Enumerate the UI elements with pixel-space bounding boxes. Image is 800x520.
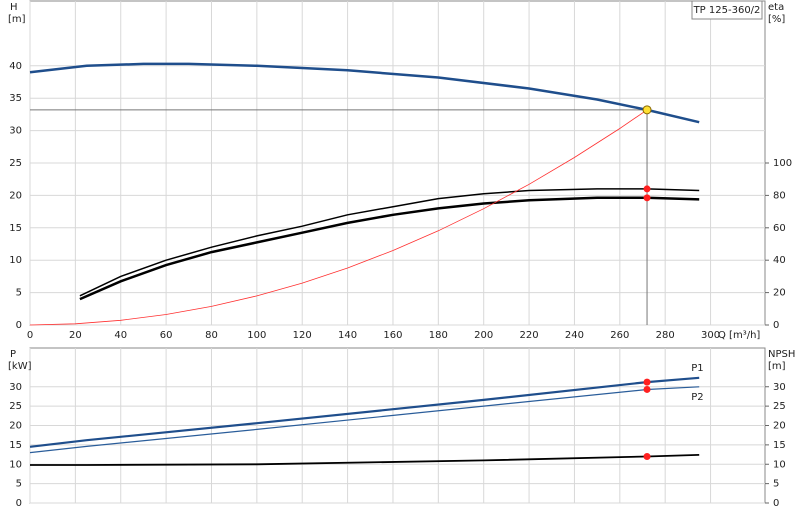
x-tick-label: 0 — [27, 330, 33, 341]
x-tick-label: 100 — [247, 330, 266, 341]
series-line — [29, 376, 700, 448]
y2-tick-label: 25 — [773, 401, 786, 412]
y-tick-label: 0 — [16, 320, 22, 331]
x-tick-label: 180 — [429, 330, 448, 341]
y2-tick-label: 100 — [773, 158, 792, 169]
x-tick-label: 200 — [474, 330, 493, 341]
y-tick-label: 20 — [9, 421, 22, 432]
x-tick-label: 40 — [114, 330, 127, 341]
y2-tick-label: 30 — [773, 382, 786, 393]
y-tick-label: 40 — [9, 61, 22, 72]
y-tick-label: 25 — [9, 158, 22, 169]
y-tick-label: 35 — [9, 93, 22, 104]
x-tick-label: 160 — [383, 330, 402, 341]
x-tick-label: 140 — [338, 330, 357, 341]
point — [643, 453, 651, 460]
y-tick-label: 10 — [9, 255, 22, 266]
y-tick-label: 30 — [9, 126, 22, 137]
y-tick-label: 15 — [9, 223, 22, 234]
series-line — [79, 196, 700, 301]
point — [643, 378, 651, 386]
x-tick-label: 260 — [610, 330, 629, 341]
x-tick-label: 300 — [701, 330, 720, 341]
point — [642, 105, 652, 115]
y-tick-label: 5 — [16, 288, 22, 299]
y-tick-label: 0 — [16, 498, 22, 509]
y-tick-label: 30 — [9, 382, 22, 393]
y-axis-unit: [kW] — [8, 361, 32, 372]
x-tick-label: 120 — [293, 330, 312, 341]
y-tick-label: 10 — [9, 459, 22, 470]
x-tick-label: 240 — [565, 330, 584, 341]
y2-tick-label: 20 — [773, 421, 786, 432]
y2-tick-label: 5 — [773, 479, 779, 490]
y-tick-label: 20 — [9, 190, 22, 201]
series-label: P1 — [691, 363, 703, 374]
y2-tick-label: 15 — [773, 440, 786, 451]
x-tick-label: 220 — [520, 330, 539, 341]
y-axis-unit: [m] — [8, 14, 26, 25]
series-line — [29, 62, 700, 124]
y-tick-label: 15 — [9, 440, 22, 451]
point — [643, 185, 651, 193]
chart-title: TP 125-360/2 — [693, 5, 761, 16]
point — [643, 385, 651, 393]
y2-axis-unit: [m] — [768, 361, 786, 372]
x-axis-label: Q [m³/h] — [718, 330, 760, 341]
y2-axis-label: eta — [768, 2, 784, 13]
y2-tick-label: 40 — [773, 255, 786, 266]
series-line — [79, 188, 700, 297]
y-tick-label: 25 — [9, 401, 22, 412]
title-box — [691, 0, 763, 20]
y2-tick-label: 0 — [773, 320, 779, 331]
y2-axis-unit: [%] — [768, 14, 785, 25]
x-tick-label: 60 — [160, 330, 173, 341]
y2-tick-label: 80 — [773, 190, 786, 201]
y2-tick-label: 20 — [773, 288, 786, 299]
x-tick-label: 20 — [69, 330, 82, 341]
series-line — [30, 454, 700, 466]
series-label: P2 — [691, 392, 703, 403]
y2-tick-label: 10 — [773, 459, 786, 470]
y-axis-label: P — [10, 349, 16, 360]
y2-axis-label: NPSH — [768, 349, 795, 360]
y-tick-label: 5 — [16, 479, 22, 490]
y-axis-label: H — [10, 2, 18, 13]
y2-tick-label: 0 — [773, 498, 779, 509]
series-line — [29, 109, 648, 326]
x-tick-label: 80 — [205, 330, 218, 341]
y2-tick-label: 60 — [773, 223, 786, 234]
x-tick-label: 280 — [656, 330, 675, 341]
series-line — [29, 386, 700, 454]
point — [643, 194, 651, 202]
